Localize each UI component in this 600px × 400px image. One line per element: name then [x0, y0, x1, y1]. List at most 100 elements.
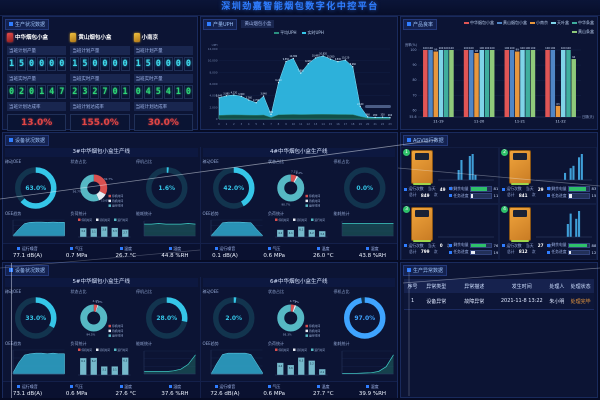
table-header-row: 序号 异常类型 异常描述 发生时间 处理人 处理状态: [404, 279, 594, 293]
energy-label: 能耗统计: [136, 341, 152, 346]
stat-bullet-icon: [448, 250, 452, 254]
noise-label: 运行噪音: [219, 383, 236, 389]
stop-label: 停机占比: [136, 159, 152, 164]
battery-percent: 88%: [591, 242, 597, 248]
digit-tile: 7: [57, 85, 67, 99]
digit-tile: 0: [133, 85, 143, 99]
temperature-label: 温度: [124, 383, 133, 389]
achievement-rate-value: 155.0%: [70, 114, 130, 131]
oee-label: 稼动OEE: [5, 289, 22, 294]
panel-header-text: 生产异常数据: [413, 267, 444, 274]
svg-text:33.0%: 33.0%: [25, 315, 46, 322]
digit-tile: 0: [37, 57, 47, 71]
svg-text:94: 94: [572, 55, 576, 59]
digit-tile: 0: [173, 57, 183, 71]
svg-text:3.3: 3.3: [112, 229, 116, 233]
pressure-label: 气压: [272, 245, 281, 251]
svg-text:停机时间: 停机时间: [279, 218, 290, 222]
svg-text:待机时间: 待机时间: [297, 218, 308, 222]
digit-tile: 2: [90, 85, 100, 99]
panel-header-icon: [407, 268, 411, 272]
svg-text:260: 260: [388, 114, 393, 117]
line-panel-3: 3#中华烟包小盒生产线 稼动OEE 63.0% 状态占比 32.7% 10.6% 5…: [3, 147, 201, 260]
battery-label: 剩余电量: [453, 242, 469, 248]
line-title: 6#中华烟包小盒生产线: [202, 278, 395, 287]
svg-text:100: 100: [439, 46, 444, 50]
digit-tile: 0: [7, 85, 17, 99]
day-label: 当天: [427, 242, 436, 248]
rate-label: 当班计划达成率: [7, 102, 67, 111]
col-desc: 异常描述: [451, 279, 498, 293]
svg-text:运行时间: 运行时间: [117, 348, 128, 352]
cell-no: 1: [404, 293, 422, 310]
brand-name: 黄山烟包小盒: [78, 35, 112, 41]
table-row[interactable]: 1 设备异常 故障异常 2021-11-8 13:22 朱小明 处理完毕: [404, 293, 594, 310]
legend-dot-icon: [551, 21, 556, 25]
trend-label: OEE趋势: [5, 211, 22, 216]
cigarette-pack-icon: [7, 32, 13, 42]
svg-text:9,830: 9,830: [335, 58, 342, 61]
stat-bullet-icon: [267, 247, 271, 250]
product-yield-panel: 产品良率 中华烟包小盒 黄山烟包小盒 小南京 天叶盒 中华条盒 黄山条盒 100 90 80 7…: [400, 16, 598, 130]
legend-item[interactable]: 黄山条盒: [572, 29, 594, 35]
agv-activity-chart: [533, 152, 594, 184]
energy-label: 能耗统计: [333, 211, 350, 216]
legend-item[interactable]: 天叶盒: [551, 20, 569, 26]
stat-bullet-icon: [119, 247, 123, 250]
status-label: 状态占比: [268, 159, 284, 164]
noise-label: 运行噪音: [21, 245, 38, 251]
achievement-rate-value: 13.0%: [7, 114, 67, 131]
svg-text:94.5%: 94.5%: [86, 333, 95, 337]
pressure-value: 0.6 MPa: [263, 390, 286, 397]
brand-header: 小南京: [133, 31, 193, 43]
pressure-label: 气压: [272, 383, 281, 389]
svg-text:10,120: 10,120: [342, 56, 350, 59]
line-title: 5#中华烟包小盒生产线: [5, 278, 198, 287]
uph-brand-chip[interactable]: 黄山烟包小盒: [241, 20, 275, 28]
line-title: 4#中华烟包小盒生产线: [202, 148, 395, 157]
svg-text:100: 100: [520, 46, 525, 50]
digit-tile: 1: [37, 85, 47, 99]
uph-legend[interactable]: 平均UPH 实时UPH: [201, 30, 397, 36]
digit-tile: 5: [17, 57, 27, 71]
svg-text:100: 100: [444, 46, 449, 50]
chart-zoom-slider[interactable]: [365, 105, 391, 108]
agv-panel: AGV运行数据 1 运行次数 当天 49 次 总计 849 次 剩余电量81% …: [400, 132, 598, 260]
production-line-panel: 3#中华烟包小盒生产线 稼动OEE 63.0% 状态占比 32.7% 10.6% 5…: [3, 147, 200, 260]
col-no: 序号: [404, 279, 422, 293]
legend-item[interactable]: 中华条盒: [572, 20, 594, 26]
cell-desc: 故障异常: [451, 293, 498, 310]
digit-tile: 4: [47, 85, 57, 99]
legend-item[interactable]: 黄山烟包小盒: [497, 20, 527, 26]
environment-stats-row: 运行噪音 72.6 dB(A) 气压 0.6 MPa 温度 27.7 °C 湿度 39.…: [200, 381, 397, 398]
legend-label: 小南京: [536, 20, 548, 25]
noise-value: 73.1 dB(A): [12, 390, 43, 397]
load-bars-chart: 停机时间 待机时间 运行时间 4.2 4.1 6.1 4.2 3.4: [268, 217, 330, 242]
digit-tile: 0: [110, 57, 120, 71]
humidity-value: 44.8 %RH: [161, 252, 189, 259]
legend-item[interactable]: 实时UPH: [301, 30, 324, 36]
legend-item[interactable]: 中华烟包小盒: [464, 20, 494, 26]
oee-donut-chart: 33.0%: [3, 294, 69, 340]
legend-item[interactable]: 小南京: [530, 20, 548, 26]
legend-label: 中华烟包小盒: [470, 20, 494, 25]
svg-text:11-20: 11-20: [474, 120, 485, 124]
legend-item[interactable]: 平均UPH: [274, 30, 297, 36]
day-count: 49: [439, 186, 446, 192]
svg-text:7,860: 7,860: [298, 70, 305, 73]
digit-tile: 1: [120, 85, 130, 99]
task-label: 任务进度: [453, 249, 469, 255]
svg-text:待机时间: 待机时间: [99, 348, 110, 352]
equipment-section-mid: 设备状况数据 3#中华烟包小盒生产线 稼动OEE 63.0% 状态占比 32.7…: [2, 132, 398, 260]
agv-robot-image: [509, 206, 531, 242]
svg-text:6.1: 6.1: [299, 228, 303, 232]
yield-legend[interactable]: 中华烟包小盒 黄山烟包小盒 小南京 天叶盒 中华条盒黄山条盒: [444, 20, 594, 35]
svg-text:100: 100: [545, 46, 550, 50]
svg-text:1.2%: 1.2%: [95, 300, 102, 304]
legend-label: 黄山条盒: [578, 29, 594, 34]
svg-text:100: 100: [428, 46, 433, 50]
